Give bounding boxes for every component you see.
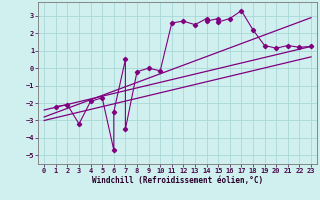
X-axis label: Windchill (Refroidissement éolien,°C): Windchill (Refroidissement éolien,°C) <box>92 176 263 185</box>
